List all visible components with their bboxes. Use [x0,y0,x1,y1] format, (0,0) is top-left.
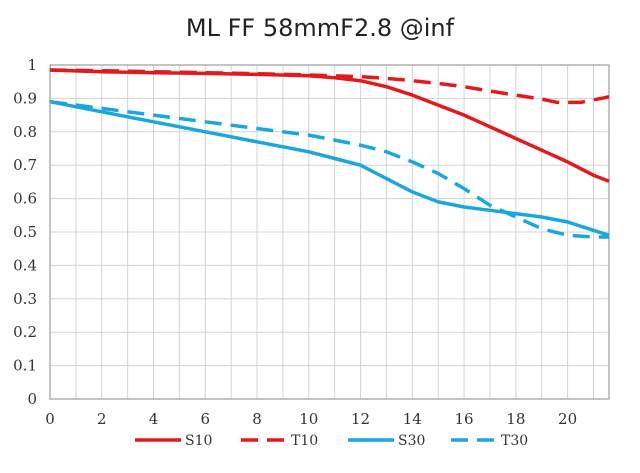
legend-label-s10: S10 [185,433,212,449]
x-tick-label: 0 [45,410,55,428]
x-tick-label: 2 [97,410,107,428]
legend-label-s30: S30 [398,433,425,449]
x-tick-label: 16 [455,410,474,428]
series-line-s10 [49,68,610,183]
x-tick-label: 8 [252,410,262,428]
y-tick-label: 0.9 [13,89,37,107]
x-tick-label: 20 [558,410,577,428]
y-tick-label: 0 [27,390,37,408]
legend-label-t30: T30 [501,433,528,449]
y-tick-label: 0.6 [13,190,37,208]
y-tick-label: 1 [27,56,37,74]
x-tick-label: 10 [299,410,318,428]
legend-label-t10: T10 [291,433,318,449]
series-line-t10 [49,68,610,105]
y-tick-label: 0.8 [13,123,37,141]
y-tick-label: 0.1 [13,357,37,375]
series-line-s30 [49,99,610,237]
y-tick-label: 0.5 [13,223,37,241]
series-line-t30 [49,99,609,239]
x-tick-label: 12 [351,410,370,428]
y-tick-label: 0.4 [13,256,37,274]
y-tick-label: 0.3 [13,290,37,308]
chart-title: ML FF 58mmF2.8 @inf [185,14,455,42]
plot-frame [49,64,610,400]
x-tick-label: 4 [149,410,159,428]
x-tick-label: 6 [201,410,211,428]
y-tick-label: 0.7 [13,156,37,174]
y-tick-label: 0.2 [13,323,37,341]
x-tick-label: 18 [506,410,525,428]
x-tick-label: 14 [403,410,422,428]
